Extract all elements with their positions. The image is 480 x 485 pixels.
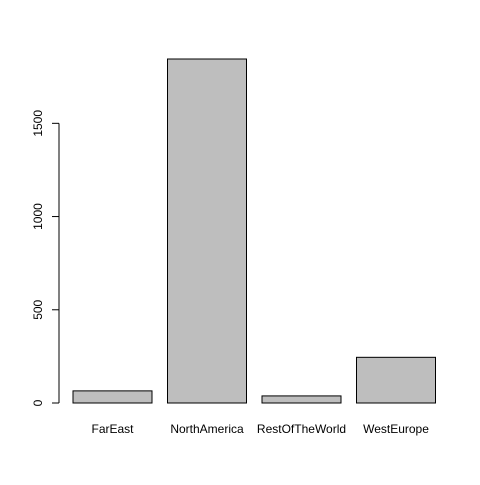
- bar-FarEast: [72, 390, 153, 404]
- bar-RestOfTheWorld: [261, 395, 342, 404]
- x-tick-label-FarEast: FarEast: [91, 422, 134, 436]
- bars-layer: [72, 58, 436, 404]
- y-tick-label: 1500: [31, 110, 45, 137]
- bar-NorthAmerica: [167, 58, 247, 404]
- x-tick-label-WestEurope: WestEurope: [363, 422, 429, 436]
- y-tick-label: 0: [31, 399, 45, 406]
- x-tick-label-NorthAmerica: NorthAmerica: [170, 422, 244, 436]
- y-tick-label: 500: [31, 299, 45, 319]
- x-tick-label-RestOfTheWorld: RestOfTheWorld: [257, 422, 346, 436]
- bar-WestEurope: [356, 356, 436, 404]
- y-axis: 0 500 1000 1500: [31, 110, 60, 406]
- x-axis-labels: FarEast NorthAmerica RestOfTheWorld WestEur…: [91, 422, 429, 436]
- y-tick-label: 1000: [31, 203, 45, 230]
